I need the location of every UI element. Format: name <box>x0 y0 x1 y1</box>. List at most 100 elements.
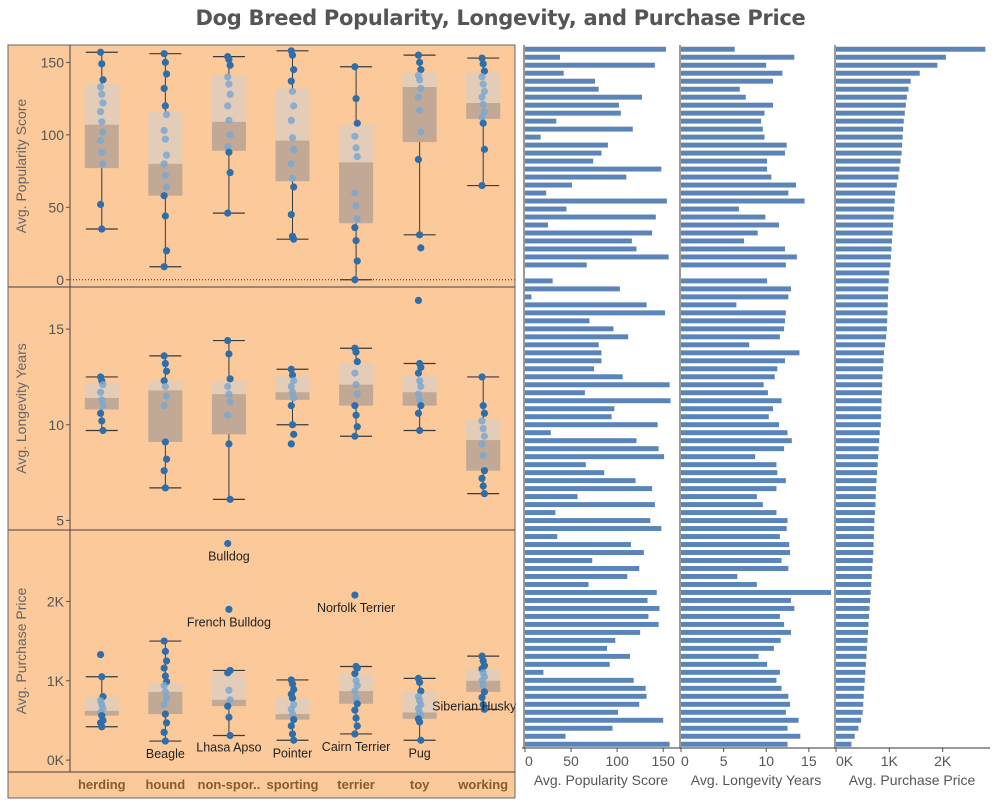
data-point <box>161 672 169 680</box>
dashboard-title: Dog Breed Popularity, Longevity, and Pur… <box>195 6 806 30</box>
bar <box>681 374 775 380</box>
bar <box>525 621 659 627</box>
data-point <box>352 380 360 389</box>
bar <box>681 438 792 444</box>
bar <box>681 310 786 316</box>
bar <box>836 430 880 436</box>
point-annotation: Norfolk Terrier <box>317 601 395 615</box>
bar <box>836 581 872 587</box>
bar <box>525 150 602 156</box>
bar <box>836 206 895 212</box>
data-point <box>161 171 169 180</box>
bar <box>525 62 655 68</box>
bar <box>836 166 900 172</box>
data-point <box>479 100 487 109</box>
bar <box>681 486 777 492</box>
data-point <box>224 336 232 345</box>
bar <box>525 374 623 380</box>
data-point <box>479 80 487 88</box>
bar <box>681 542 790 548</box>
data-point <box>414 296 423 304</box>
bar <box>836 174 899 180</box>
bar <box>525 566 640 571</box>
bar <box>525 246 637 252</box>
data-point <box>96 650 105 659</box>
bar <box>836 222 894 228</box>
data-point <box>353 722 361 730</box>
bar <box>525 206 567 212</box>
data-point <box>480 432 489 440</box>
bar <box>525 422 658 428</box>
bar <box>681 134 765 140</box>
data-point <box>480 108 489 116</box>
data-point <box>98 417 106 425</box>
data-point <box>226 375 234 383</box>
data-point <box>416 377 424 385</box>
bar <box>681 470 778 476</box>
bar <box>681 621 785 627</box>
bar <box>525 46 666 52</box>
bar <box>525 693 647 699</box>
bar <box>836 342 886 348</box>
bar <box>681 462 777 468</box>
data-point <box>352 144 360 152</box>
bar <box>681 166 768 172</box>
bar <box>525 518 651 524</box>
bar <box>525 390 585 396</box>
data-point <box>160 377 168 385</box>
bar <box>525 254 669 260</box>
bar <box>681 238 745 244</box>
bar <box>681 390 768 396</box>
y-tick-label: 2K <box>47 593 65 609</box>
data-point <box>351 432 359 440</box>
bar <box>836 558 873 563</box>
data-point <box>160 728 168 736</box>
bar <box>681 94 746 100</box>
category-label: non-spor.. <box>198 777 261 792</box>
data-point <box>353 700 361 708</box>
data-point <box>225 116 233 124</box>
data-point <box>288 134 297 142</box>
data-point <box>416 231 424 239</box>
point-annotation: Bulldog <box>208 549 250 563</box>
bar <box>681 510 777 516</box>
bar <box>681 693 789 699</box>
data-point <box>96 108 105 116</box>
bar <box>836 278 889 284</box>
data-point <box>224 73 232 81</box>
data-point <box>479 482 487 490</box>
data-point <box>353 215 361 223</box>
bar <box>681 366 778 372</box>
data-point <box>96 83 105 91</box>
data-point <box>479 60 487 68</box>
bar <box>525 542 631 548</box>
bar <box>525 70 564 76</box>
bar <box>525 574 628 579</box>
bar <box>681 406 774 412</box>
bar <box>525 398 671 404</box>
bar <box>525 110 621 116</box>
bar <box>525 677 634 683</box>
bar <box>525 166 662 172</box>
data-point <box>478 93 486 101</box>
bar <box>525 661 610 667</box>
box-panels-frame <box>7 44 516 799</box>
bar <box>681 518 788 524</box>
y-tick-label: 0K <box>47 752 65 768</box>
x-tick-label: 10 <box>758 753 774 769</box>
bar <box>525 430 551 436</box>
bar <box>681 566 789 571</box>
data-point <box>352 95 360 103</box>
y-axis-label: Avg. Purchase Price <box>13 588 29 715</box>
data-point <box>290 430 298 438</box>
bar <box>836 653 867 659</box>
data-point <box>417 244 425 252</box>
data-point <box>160 160 168 168</box>
bar <box>681 278 768 284</box>
box-upper-quartile <box>275 88 310 141</box>
data-point <box>98 673 106 681</box>
bar <box>681 294 789 300</box>
bar <box>525 741 670 747</box>
data-point <box>416 58 424 66</box>
bar <box>525 550 644 555</box>
